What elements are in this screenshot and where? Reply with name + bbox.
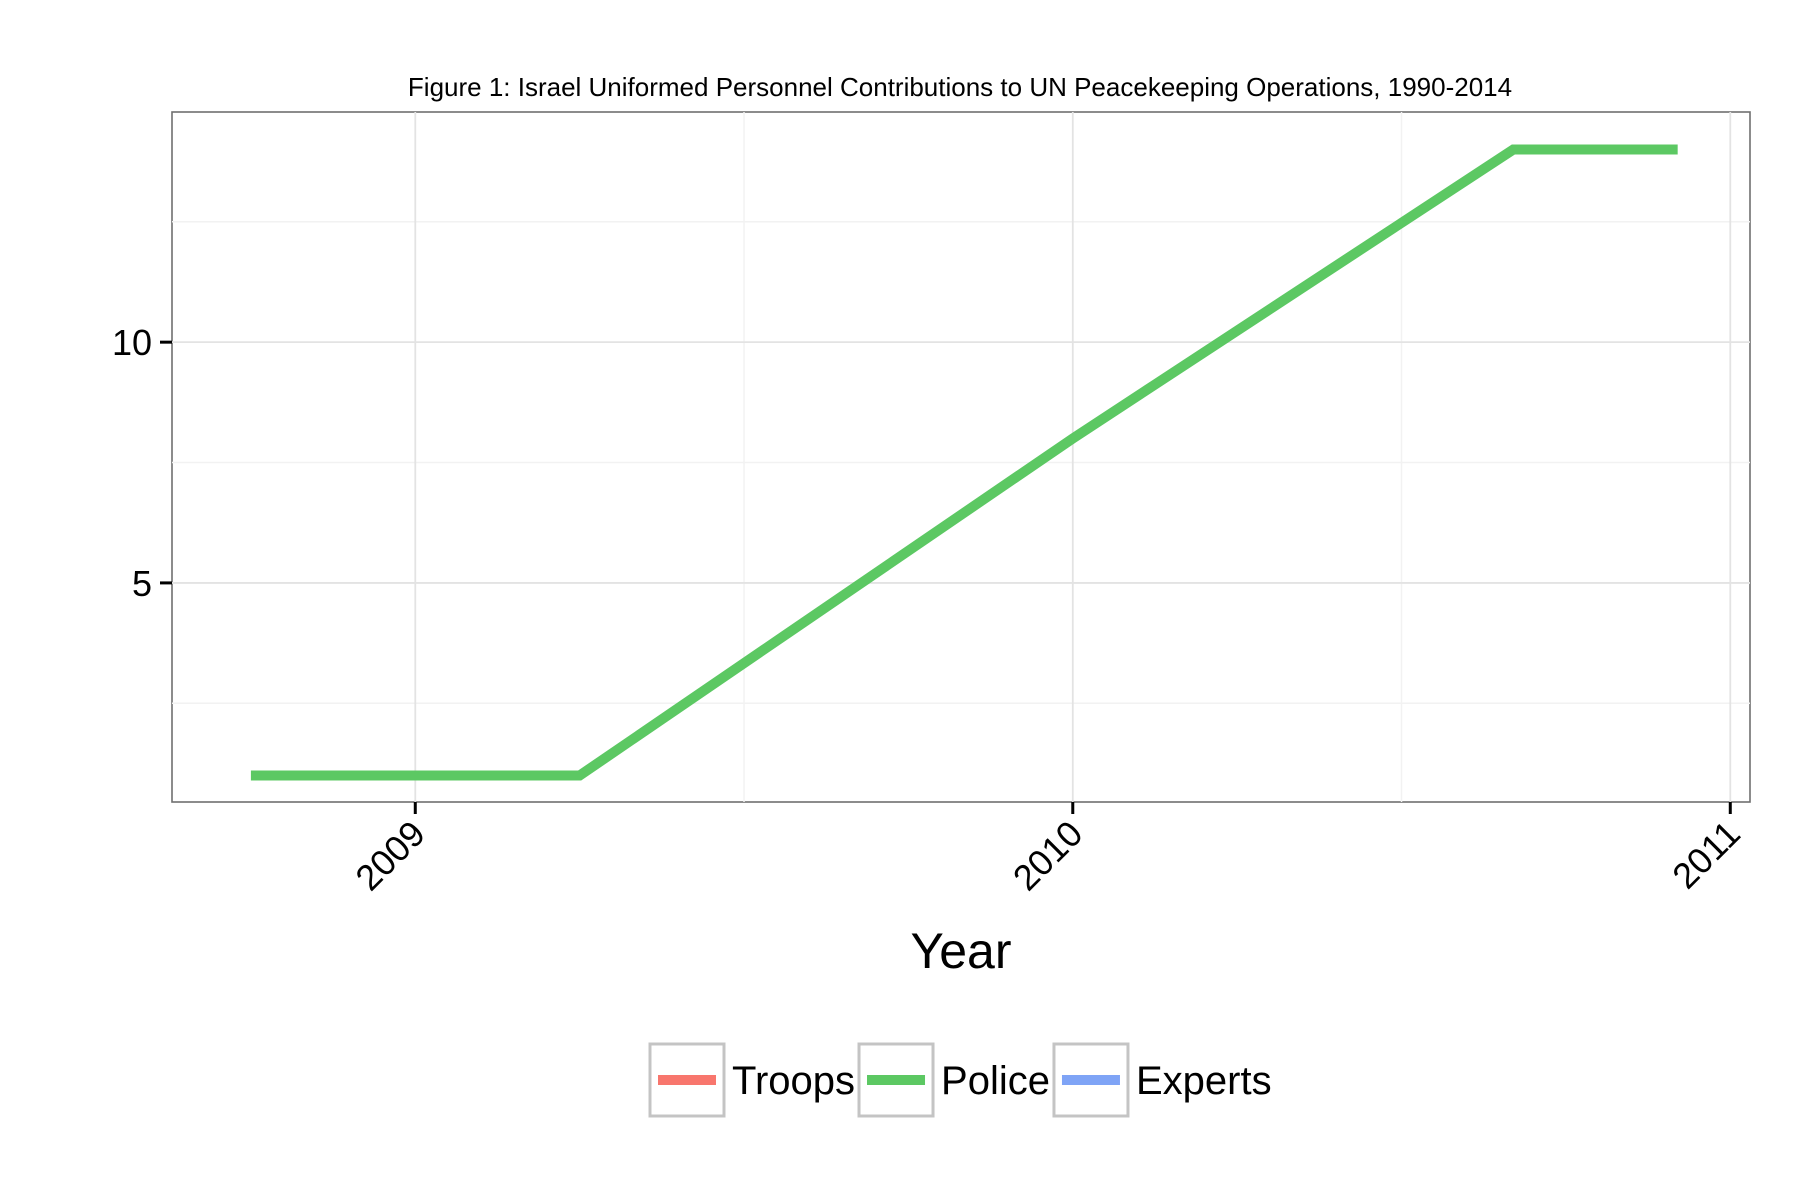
- legend: Troops Police Experts: [648, 1042, 1272, 1118]
- x-axis: 2009 2010 2011: [347, 802, 1748, 898]
- legend-label-experts: Experts: [1136, 1059, 1272, 1103]
- legend-label-police: Police: [941, 1059, 1050, 1103]
- y-tick-label: 5: [132, 563, 152, 604]
- y-axis: 5 10: [112, 322, 172, 604]
- chart-title: Figure 1: Israel Uniformed Personnel Con…: [408, 72, 1512, 102]
- series-line-police: [250, 144, 1678, 781]
- major-gridlines: [172, 112, 1750, 802]
- y-tick-label: 10: [112, 322, 152, 363]
- series-lines: [250, 144, 1678, 781]
- x-tick-label: 2010: [1005, 813, 1091, 899]
- x-tick-label: 2011: [1664, 813, 1748, 897]
- plot-panel: [171, 111, 1751, 803]
- legend-label-troops: Troops: [732, 1059, 855, 1103]
- x-tick-label: 2009: [347, 813, 433, 899]
- x-axis-title: Year: [910, 923, 1011, 979]
